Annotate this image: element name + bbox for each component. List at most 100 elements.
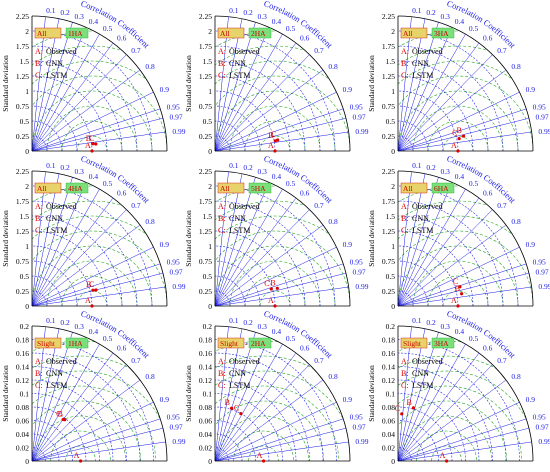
- rms-arc: [32, 400, 141, 461]
- corr-tick-label: 0.95: [350, 103, 363, 112]
- point-label: C: [395, 404, 400, 413]
- corr-tick-label: 0.99: [172, 282, 185, 291]
- corr-tick-label: 0.1: [46, 6, 56, 15]
- corr-tick-label: 0.2: [243, 8, 253, 17]
- corr-tick-label: 0.2: [60, 318, 70, 327]
- corr-tick-label: 0.99: [355, 282, 368, 291]
- y-tick-label: 2: [208, 182, 212, 191]
- y-tick-label: 1: [25, 87, 29, 96]
- corr-line: [214, 197, 297, 307]
- rms-arc: [401, 415, 492, 461]
- y-tick-label: 0.02: [199, 444, 212, 453]
- point-A: [79, 459, 83, 463]
- point-label: B: [406, 398, 411, 407]
- y-tick-label: 0.75: [16, 102, 29, 111]
- rms-arc: [32, 200, 167, 306]
- point-label: B: [86, 134, 91, 143]
- legend-key: B:: [218, 369, 226, 378]
- legend-label: LSTM: [46, 226, 67, 235]
- corr-tick-label: 0.95: [167, 258, 180, 267]
- legend-label: LSTM: [229, 71, 250, 80]
- corr-line: [31, 326, 46, 462]
- corr-tick-label: 0.8: [511, 62, 521, 71]
- y-tick-label: 1.5: [386, 212, 396, 221]
- corr-line: [31, 131, 166, 152]
- taylor-panel-1: 0.1 0.2 0.3 0.4 0.5 0.6 0.7 0.8 0.9 0.950.97 0.99 0…: [1, 0, 186, 156]
- legend-key: A:: [401, 202, 409, 211]
- point-C: [61, 417, 65, 422]
- point-B: [91, 288, 95, 292]
- corr-line: [214, 263, 344, 307]
- y-tick-label: 0.04: [382, 430, 395, 439]
- corr-tick-label: 0.95: [533, 258, 546, 267]
- y-tick-label: 2.25: [16, 167, 29, 176]
- corr-tick-label: 0.97: [535, 423, 548, 432]
- corr-tick-label: 0.7: [131, 201, 141, 210]
- legend-label: CNN: [412, 369, 429, 378]
- corr-tick-label: 0.9: [160, 240, 170, 249]
- panel-tag: All -3HA: [400, 27, 455, 39]
- sd-arc: [31, 200, 138, 307]
- y-tick-label: 0: [25, 302, 29, 311]
- sd-arc: [31, 45, 138, 152]
- point-label: C: [56, 409, 61, 418]
- corr-line: [214, 91, 337, 152]
- rms-arc: [76, 290, 108, 306]
- corr-line: [397, 337, 453, 462]
- corr-tick-label: 0.8: [328, 372, 338, 381]
- corr-tick-label: 0.97: [169, 113, 182, 122]
- y-tick-label: 0.18: [382, 336, 395, 345]
- y-tick-label: 1.75: [199, 42, 212, 51]
- tag-group: All: [403, 29, 413, 38]
- y-tick-label: 0.14: [382, 363, 395, 372]
- corr-line: [31, 91, 154, 152]
- rms-arc: [398, 75, 533, 151]
- corr-line: [214, 22, 256, 152]
- point-B: [411, 406, 416, 410]
- corr-line: [214, 286, 349, 307]
- taylor-panel-5: 0.1 0.2 0.3 0.4 0.5 0.6 0.7 0.8 0.9 0.950.97 0.99 0…: [184, 153, 369, 311]
- sd-arc: [31, 366, 127, 462]
- corr-tick-label: 0.8: [328, 217, 338, 226]
- y-tick-label: 0.75: [382, 102, 395, 111]
- corr-line: [214, 18, 243, 152]
- y-tick-label: 0.12: [382, 376, 395, 385]
- y-tick-label: 0: [391, 147, 395, 156]
- sd-arc: [31, 105, 78, 152]
- y-tick-label: 0.04: [16, 430, 29, 439]
- y-tick-label: 0.1: [203, 390, 213, 399]
- corr-line: [397, 69, 507, 152]
- legend-label: LSTM: [412, 226, 433, 235]
- y-tick-label: 2.25: [382, 167, 395, 176]
- corr-tick-label: 0.5: [469, 24, 479, 33]
- tag-horizon: 2HA: [251, 339, 266, 348]
- rms-arc: [431, 445, 462, 461]
- y-tick-label: 0: [208, 457, 212, 466]
- rms-arc: [215, 90, 336, 151]
- corr-line: [214, 427, 347, 462]
- y-tick-label: 1.25: [382, 227, 395, 236]
- sd-arc: [214, 275, 246, 307]
- point-label: A: [440, 451, 446, 460]
- corr-tick-label: 0.9: [526, 240, 536, 249]
- panel-tag: All -1HA: [34, 27, 89, 39]
- corr-tick-label: 0.9: [526, 395, 536, 404]
- sd-arc: [214, 45, 321, 152]
- corr-line: [397, 188, 466, 307]
- point-label: A: [257, 451, 263, 460]
- corr-tick-label: 0.6: [483, 189, 493, 198]
- tag-horizon: 6HA: [434, 184, 449, 193]
- rms-arc: [32, 75, 167, 151]
- y-tick-label: 2: [391, 27, 395, 36]
- corr-tick-label: 0.4: [455, 327, 465, 336]
- rms-arc: [32, 230, 167, 306]
- corr-line: [397, 246, 520, 307]
- tag-horizon-box: [65, 337, 89, 349]
- legend-key: A:: [401, 47, 409, 56]
- corr-tick-label: 0.7: [497, 356, 507, 365]
- legend-label: LSTM: [46, 381, 67, 390]
- y-tick-label: 0.5: [386, 117, 396, 126]
- y-tick-label: 0.25: [199, 132, 212, 141]
- corr-tick-label: 0.5: [469, 179, 479, 188]
- corr-tick-label: 0.7: [497, 201, 507, 210]
